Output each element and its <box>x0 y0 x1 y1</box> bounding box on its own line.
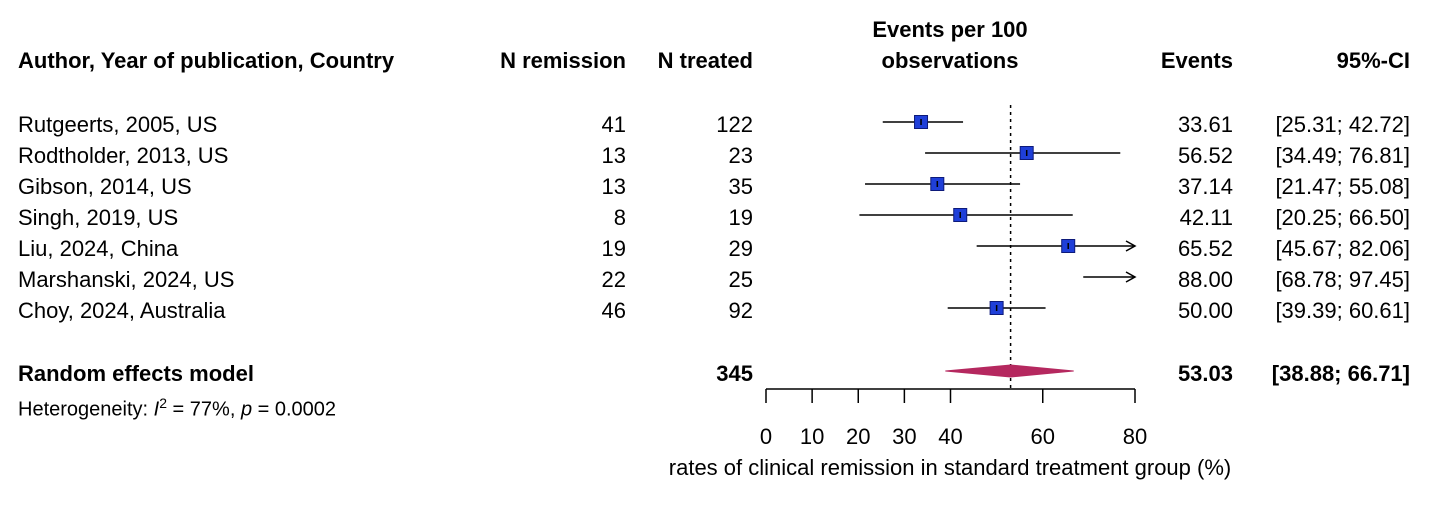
row-events: 37.14 <box>1177 174 1233 199</box>
x-tick-label: 20 <box>846 424 870 449</box>
pooled-ci: [38.88; 66.71] <box>1271 361 1410 386</box>
row-n-remission: 13 <box>601 174 626 199</box>
heterogeneity-prefix: Heterogeneity: <box>18 398 154 421</box>
x-tick-label: 60 <box>1031 424 1055 449</box>
row-study: Rutgeerts, 2005, US <box>18 112 218 137</box>
row-n-treated: 25 <box>728 267 753 292</box>
row-n-treated: 35 <box>728 174 753 199</box>
row-n-treated: 122 <box>716 112 753 137</box>
row-n-remission: 41 <box>601 112 626 137</box>
row-study: Liu, 2024, China <box>18 236 179 261</box>
row-ci: [25.31; 42.72] <box>1275 112 1410 137</box>
row-study: Marshanski, 2024, US <box>18 267 235 292</box>
row-study: Choy, 2024, Australia <box>18 298 226 323</box>
row-ci: [39.39; 60.61] <box>1275 298 1410 323</box>
pooled-n-treated: 345 <box>716 361 753 386</box>
row-n-remission: 22 <box>601 267 626 292</box>
heterogeneity-p-symbol: p <box>240 398 253 421</box>
header-events: Events <box>1160 48 1233 73</box>
x-axis-label: rates of clinical remission in standard … <box>668 455 1232 480</box>
header-events-per-100-line1: Events per 100 <box>872 17 1028 42</box>
row-study: Singh, 2019, US <box>18 205 179 230</box>
header-study: Author, Year of publication, Country <box>18 48 395 73</box>
row-n-treated: 29 <box>728 236 753 261</box>
x-tick-label: 80 <box>1123 424 1147 449</box>
row-ci: [34.49; 76.81] <box>1275 143 1410 168</box>
heterogeneity-i-value: = 77%, <box>167 398 241 421</box>
ci-arrow <box>1125 271 1137 283</box>
heterogeneity-i-symbol: I <box>153 398 160 421</box>
row-events: 50.00 <box>1177 298 1233 323</box>
heterogeneity-p-value: = 0.0002 <box>252 398 337 421</box>
heterogeneity-text: Heterogeneity: I2 = 77%, p = 0.0002 <box>18 395 336 422</box>
ci-arrow <box>1125 240 1137 252</box>
row-ci: [45.67; 82.06] <box>1275 236 1410 261</box>
row-ci: [21.47; 55.08] <box>1275 174 1410 199</box>
row-ci: [20.25; 66.50] <box>1275 205 1410 230</box>
row-ci: [68.78; 97.45] <box>1275 267 1410 292</box>
row-events: 33.61 <box>1177 112 1233 137</box>
row-events: 88.00 <box>1177 267 1233 292</box>
header-events-per-100-line2: observations <box>881 48 1019 73</box>
heterogeneity-i-sup: 2 <box>159 395 167 411</box>
header-n-remission: N remission <box>500 48 626 73</box>
row-n-treated: 23 <box>728 143 753 168</box>
x-tick-label: 40 <box>938 424 962 449</box>
header-ci: 95%-CI <box>1336 48 1410 73</box>
x-tick-label: 10 <box>800 424 824 449</box>
row-n-remission: 46 <box>601 298 626 323</box>
header-n-treated: N treated <box>657 48 753 73</box>
row-events: 56.52 <box>1177 143 1233 168</box>
x-tick-label: 30 <box>892 424 916 449</box>
row-events: 65.52 <box>1177 236 1233 261</box>
row-events: 42.11 <box>1179 205 1233 230</box>
pooled-events: 53.03 <box>1177 361 1233 386</box>
row-n-remission: 13 <box>601 143 626 168</box>
row-n-remission: 19 <box>601 236 626 261</box>
x-tick-label: 0 <box>760 424 772 449</box>
pooled-diamond <box>945 364 1074 378</box>
row-n-treated: 92 <box>728 298 753 323</box>
pooled-label: Random effects model <box>18 361 254 386</box>
row-n-remission: 8 <box>613 205 626 230</box>
row-study: Rodtholder, 2013, US <box>18 143 229 168</box>
row-n-treated: 19 <box>728 205 753 230</box>
row-study: Gibson, 2014, US <box>18 174 192 199</box>
